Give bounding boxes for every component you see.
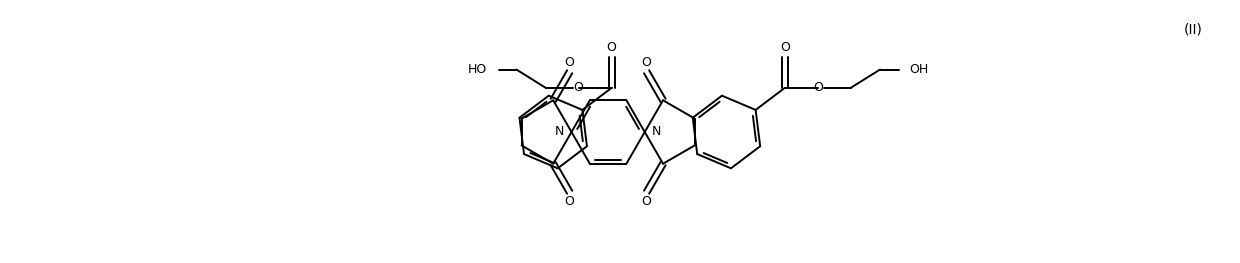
Text: O: O: [780, 41, 790, 54]
Text: N: N: [652, 125, 661, 139]
Text: N: N: [556, 125, 564, 139]
Text: HO: HO: [467, 63, 487, 76]
Text: O: O: [564, 56, 574, 69]
Text: O: O: [641, 195, 651, 208]
Text: O: O: [574, 81, 584, 94]
Text: O: O: [606, 41, 616, 54]
Text: O: O: [641, 56, 651, 69]
Text: O: O: [813, 81, 823, 94]
Text: O: O: [564, 195, 574, 208]
Text: OH: OH: [909, 63, 929, 76]
Text: (II): (II): [1184, 22, 1203, 36]
